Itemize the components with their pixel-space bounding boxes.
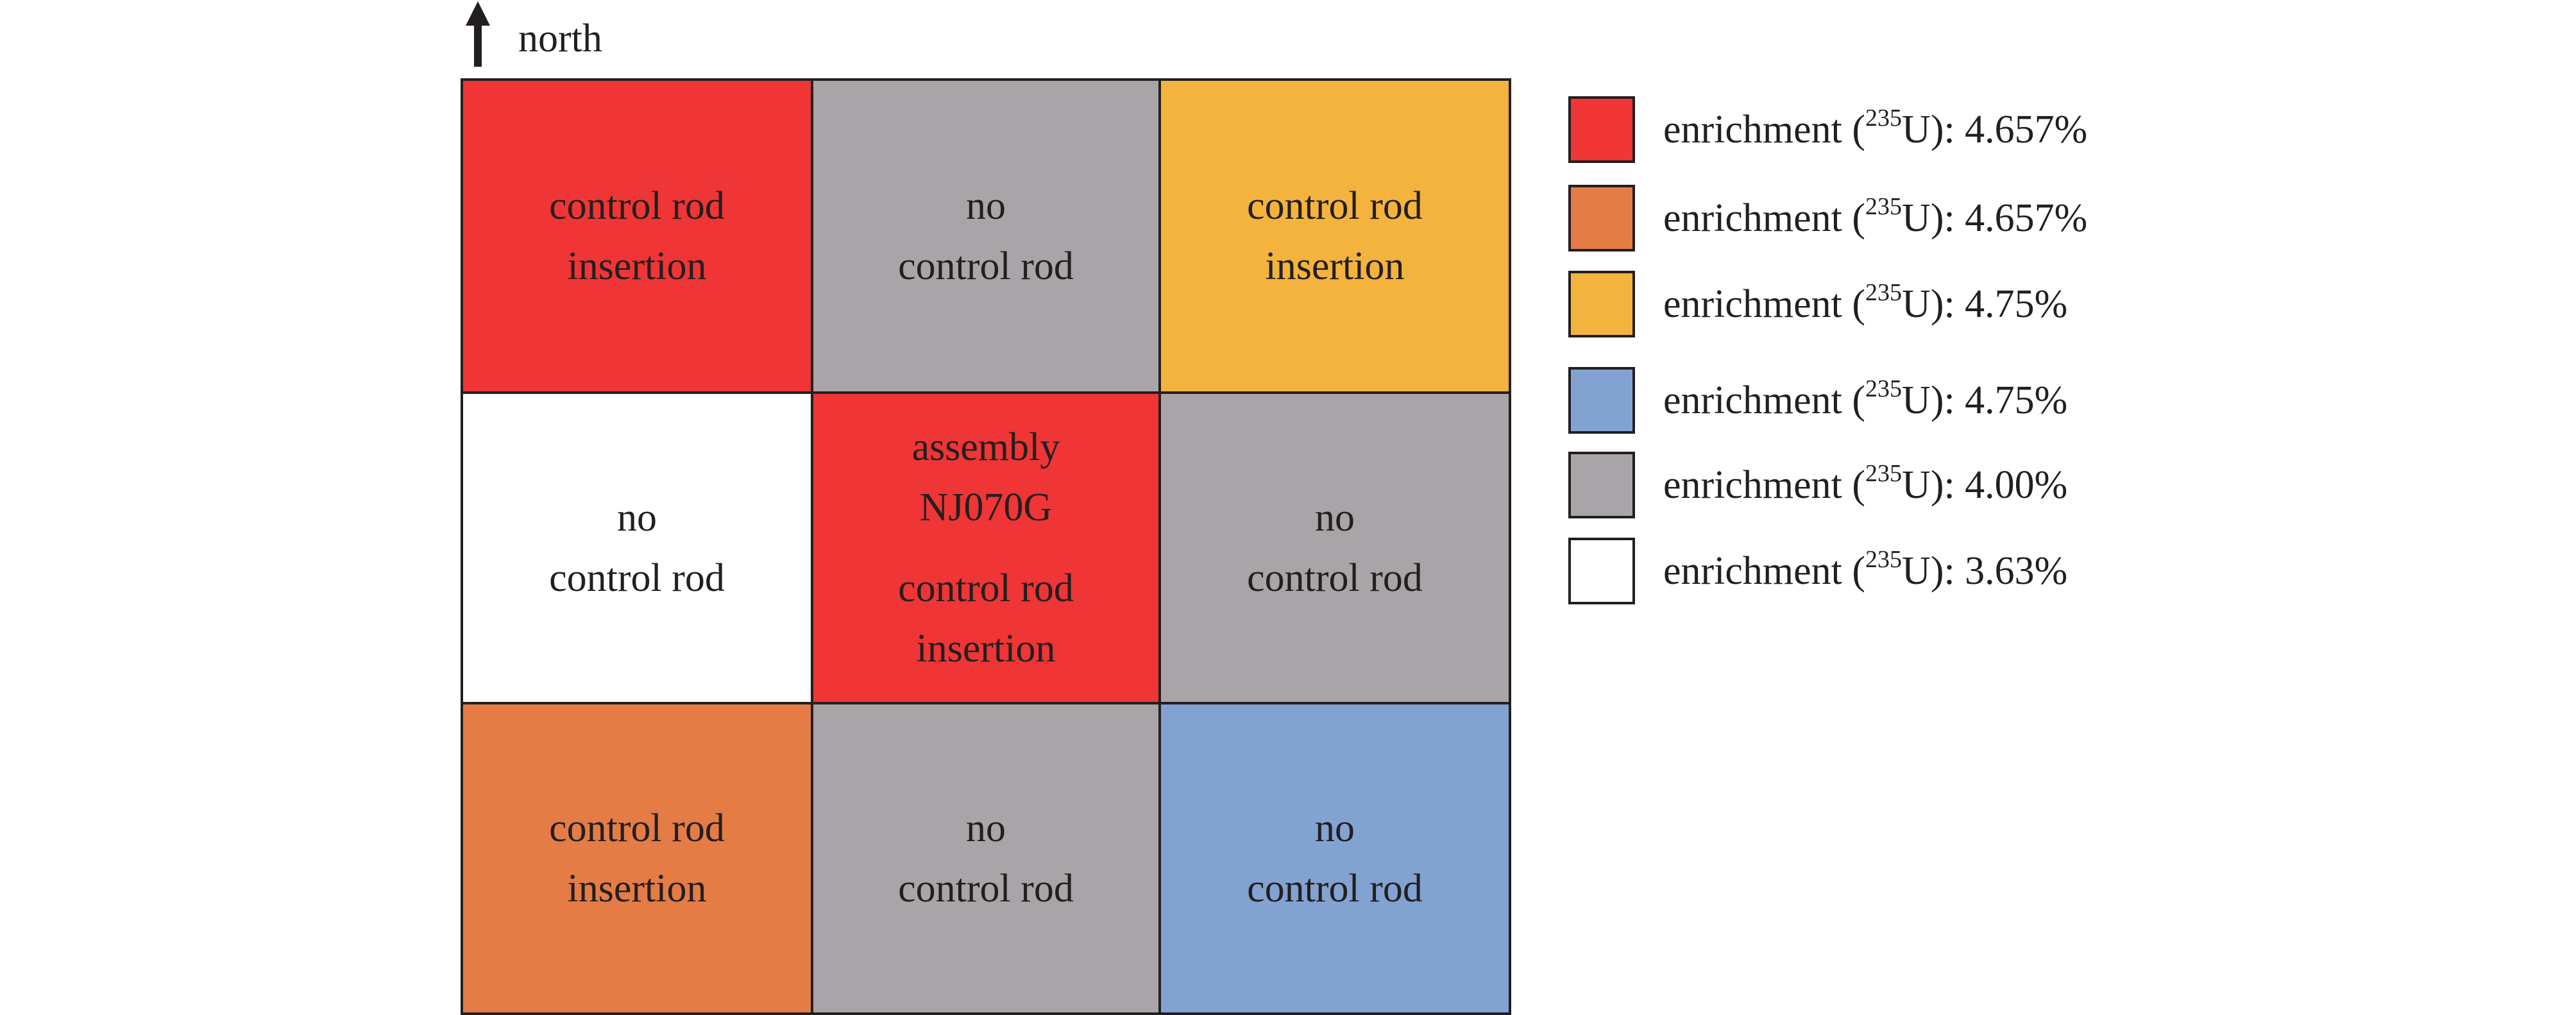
grid-cell-r2-c1: no control rod xyxy=(461,391,813,704)
isotope-mass-number: 235 xyxy=(1865,460,1902,488)
grid-cell-r2-c3: no control rod xyxy=(1158,391,1511,704)
cell-text-line: insertion xyxy=(567,244,707,288)
isotope-symbol: U xyxy=(1902,282,1931,326)
grid-cell-r3-c3: no control rod xyxy=(1158,702,1511,1015)
legend-swatch xyxy=(1568,185,1635,252)
isotope-mass-number: 235 xyxy=(1865,279,1902,307)
grid-cell-r1-c3: control rod insertion xyxy=(1158,78,1511,394)
grid-cell-r3-c2: no control rod xyxy=(811,702,1161,1015)
cell-text-line: insertion xyxy=(916,627,1056,670)
legend-item: enrichment (235U): 4.75% xyxy=(1568,271,2338,341)
cell-text-line: no xyxy=(966,184,1006,228)
legend-label: enrichment (235U): 4.75% xyxy=(1663,278,2067,330)
core-assembly-grid: control rod insertion no control rod control… xyxy=(461,78,1511,1015)
isotope-mass-number: 235 xyxy=(1865,193,1902,221)
isotope-symbol: U xyxy=(1902,108,1931,151)
cell-text-line: control rod xyxy=(549,556,725,600)
legend-label: enrichment (235U): 3.63% xyxy=(1663,545,2067,597)
grid-cell-r1-c2: no control rod xyxy=(811,78,1161,394)
cell-text-line: control rod xyxy=(1247,867,1423,910)
legend-label-value: ): 3.63% xyxy=(1930,549,2068,593)
legend-label-prefix: enrichment ( xyxy=(1663,108,1866,151)
up-arrow-icon xyxy=(466,1,490,67)
legend-label-value: ): 4.00% xyxy=(1930,463,2068,507)
grid-cell-r2-c2: assembly NJ070G control rod insertion xyxy=(811,391,1161,704)
legend-label-value: ): 4.657% xyxy=(1930,196,2088,240)
legend-label: enrichment (235U): 4.00% xyxy=(1663,459,2067,511)
cell-text-line: no xyxy=(966,806,1006,850)
legend-label-prefix: enrichment ( xyxy=(1663,282,1866,326)
legend-item: enrichment (235U): 4.657% xyxy=(1568,96,2338,167)
legend-label: enrichment (235U): 4.657% xyxy=(1663,104,2087,155)
cell-text-line: control rod xyxy=(549,806,725,850)
legend-swatch xyxy=(1568,96,1635,163)
cell-text-line: insertion xyxy=(567,867,707,910)
legend-swatch xyxy=(1568,538,1635,604)
cell-text-line: control rod xyxy=(898,567,1074,610)
cell-text-line: no xyxy=(1315,806,1355,850)
cell-text-line: assembly xyxy=(911,425,1060,469)
legend-item: enrichment (235U): 4.657% xyxy=(1568,185,2338,255)
isotope-mass-number: 235 xyxy=(1865,546,1902,574)
legend-swatch xyxy=(1568,367,1635,434)
cell-text-line: insertion xyxy=(1265,244,1405,288)
grid-cell-r1-c1: control rod insertion xyxy=(461,78,813,394)
isotope-symbol: U xyxy=(1902,549,1931,593)
legend-item: enrichment (235U): 4.75% xyxy=(1568,367,2338,438)
legend-label-prefix: enrichment ( xyxy=(1663,379,1866,422)
cell-text-line: control rod xyxy=(898,867,1074,910)
isotope-symbol: U xyxy=(1902,379,1931,422)
legend-label-value: ): 4.75% xyxy=(1930,282,2068,326)
isotope-symbol: U xyxy=(1902,196,1931,240)
isotope-symbol: U xyxy=(1902,463,1931,507)
cell-text-line: control rod xyxy=(898,244,1074,288)
legend-label-value: ): 4.75% xyxy=(1930,379,2068,422)
isotope-mass-number: 235 xyxy=(1865,105,1902,132)
legend-swatch xyxy=(1568,271,1635,337)
north-label: north xyxy=(518,17,602,60)
legend-label-value: ): 4.657% xyxy=(1930,108,2088,151)
isotope-mass-number: 235 xyxy=(1865,375,1902,403)
legend-label-prefix: enrichment ( xyxy=(1663,549,1866,593)
cell-text-line: control rod xyxy=(1247,556,1423,600)
cell-text-line: control rod xyxy=(1247,184,1423,228)
legend-item: enrichment (235U): 4.00% xyxy=(1568,452,2338,522)
cell-text-line: no xyxy=(1315,496,1355,540)
legend-label-prefix: enrichment ( xyxy=(1663,463,1866,507)
legend-label: enrichment (235U): 4.75% xyxy=(1663,375,2067,426)
cell-text-line: control rod xyxy=(549,184,725,228)
legend-label-prefix: enrichment ( xyxy=(1663,196,1866,240)
cell-text-line: no xyxy=(617,496,657,540)
legend-swatch xyxy=(1568,452,1635,518)
cell-text-line: NJ070G xyxy=(919,486,1053,529)
legend-label: enrichment (235U): 4.657% xyxy=(1663,192,2087,244)
legend-item: enrichment (235U): 3.63% xyxy=(1568,538,2338,608)
grid-cell-r3-c1: control rod insertion xyxy=(461,702,813,1015)
north-indicator: north xyxy=(462,0,667,71)
